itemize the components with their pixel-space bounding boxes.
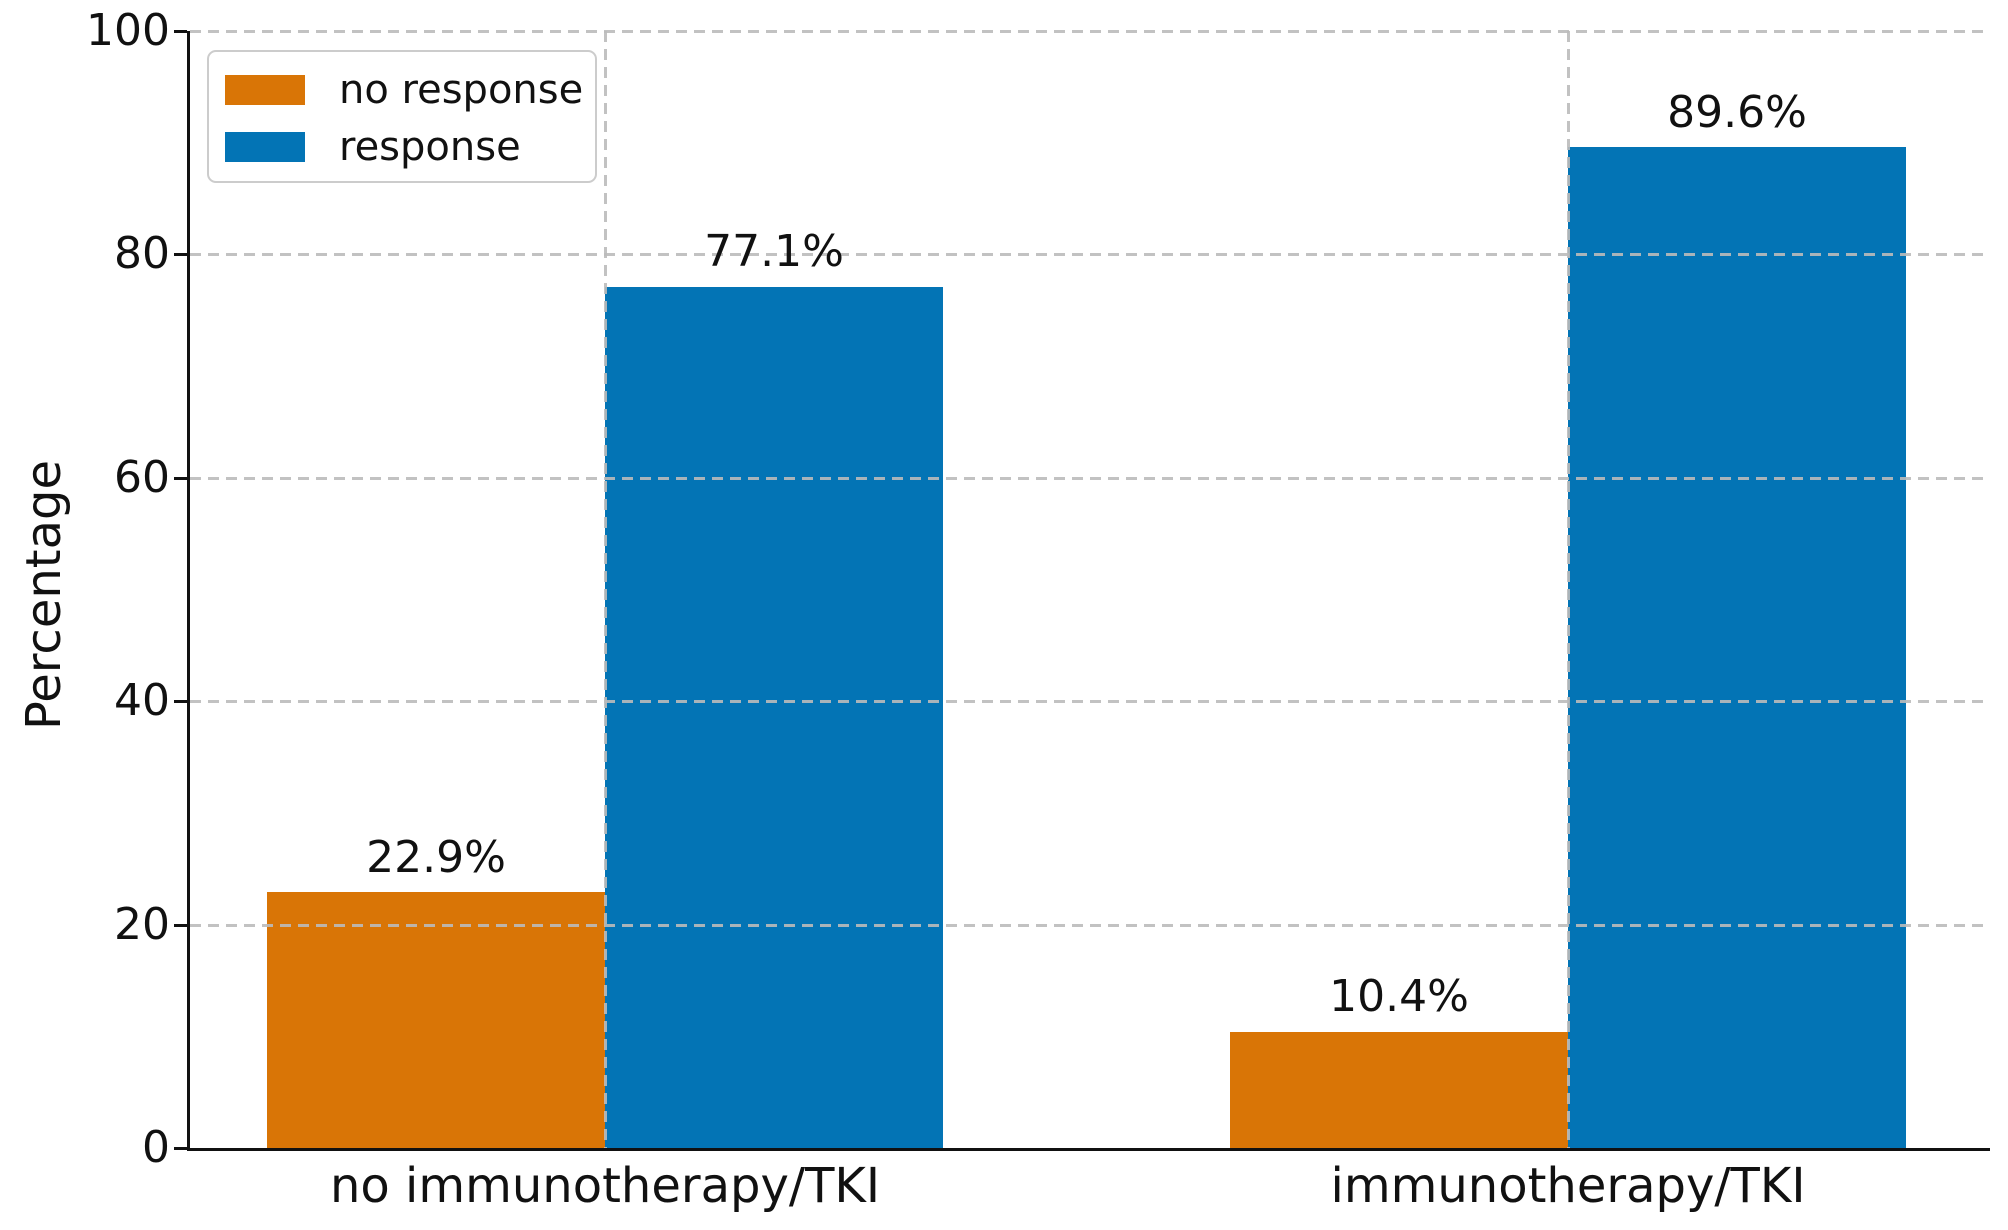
y-tick-label-40: 40: [114, 675, 170, 727]
y-tick-mark-0: [174, 1147, 187, 1150]
bar-response-group-1: [1568, 147, 1906, 1148]
legend-swatch-response-icon: [225, 131, 305, 162]
y-tick-mark-80: [174, 253, 187, 257]
y-tick-label-0: 0: [142, 1122, 170, 1173]
gridline-y-100: [190, 30, 1990, 33]
y-tick-mark-100: [174, 30, 187, 33]
legend-label-no-response: no response: [339, 66, 584, 113]
bar-no-response-group-1: [1230, 1031, 1568, 1148]
y-tick-mark-60: [174, 476, 187, 480]
grid-layer: [190, 30, 1990, 1148]
legend-label-response: response: [339, 123, 521, 170]
bar-value-label: 22.9%: [366, 831, 506, 883]
bar-response-group-0: [605, 286, 943, 1148]
legend-item-no-response: no response: [225, 61, 595, 118]
bar-value-label: 10.4%: [1329, 971, 1469, 1023]
gridline-y-80: [190, 253, 1990, 257]
x-tick-label-1: immunotherapy/TKI: [1330, 1158, 1806, 1214]
bar-value-label: 77.1%: [704, 226, 844, 278]
value-labels-layer: 22.9% 77.1% 10.4% 89.6%: [190, 31, 1990, 1148]
bar-no-response-group-0: [267, 892, 605, 1148]
plot-area: 22.9% 77.1% 10.4% 89.6% no response respons…: [187, 30, 1990, 1151]
gridline-x-category-1: [1567, 31, 1570, 1148]
gridline-y-20: [190, 923, 1990, 927]
legend-item-response: response: [225, 118, 595, 175]
bars-layer: [190, 31, 1990, 1148]
y-tick-label-100: 100: [86, 5, 170, 56]
x-tick-label-0: no immunotherapy/TKI: [329, 1158, 881, 1214]
gridline-x-category-0: [604, 31, 607, 1148]
y-tick-label-80: 80: [114, 228, 170, 280]
y-tick-mark-40: [174, 700, 187, 704]
legend: no response response: [207, 50, 597, 183]
legend-swatch-no-response-icon: [225, 74, 305, 105]
gridline-y-40: [190, 700, 1990, 704]
y-tick-label-20: 20: [114, 898, 170, 950]
y-tick-mark-20: [174, 923, 187, 927]
bar-value-label: 89.6%: [1667, 86, 1807, 138]
y-tick-label-60: 60: [114, 451, 170, 503]
gridline-y-60: [190, 476, 1990, 480]
